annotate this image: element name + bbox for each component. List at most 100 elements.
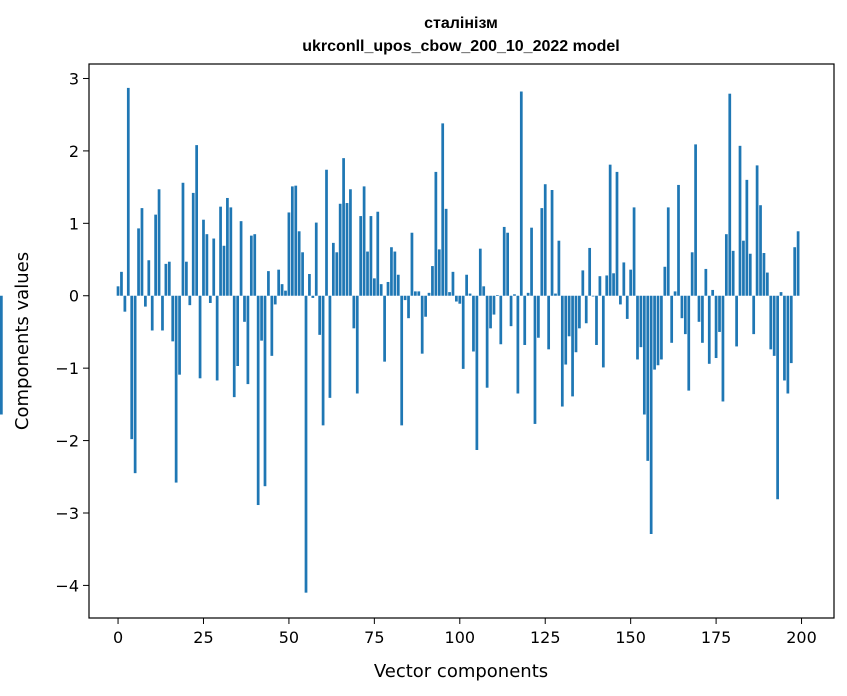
bar-197 — [789, 295, 793, 364]
x-axis-label: Vector components — [374, 661, 548, 682]
bar-121 — [530, 227, 533, 296]
bar-94 — [437, 249, 441, 296]
bar-192 — [772, 295, 776, 356]
bar-60 — [321, 295, 325, 426]
bar-26 — [205, 234, 209, 296]
bar-45 — [270, 295, 274, 356]
bar-63 — [331, 242, 335, 296]
bar-67 — [345, 203, 349, 296]
bar-73 — [366, 251, 369, 296]
x-tick-label: 100 — [445, 628, 476, 647]
bar-118 — [519, 91, 523, 296]
bar-179 — [728, 93, 732, 296]
bar-11 — [154, 214, 157, 296]
bar-114 — [506, 232, 509, 296]
bar-74 — [369, 216, 373, 296]
bar-186 — [752, 295, 756, 335]
bar-30 — [219, 206, 222, 296]
bar-138 — [588, 247, 592, 296]
bar-196 — [786, 295, 790, 394]
bar-111 — [496, 295, 499, 296]
x-axis: 0 25 50 75 100 125 150 175 200 — [113, 618, 817, 647]
bar-131 — [564, 295, 568, 365]
bar-87 — [414, 291, 417, 296]
bar-147 — [619, 295, 622, 305]
bar-181 — [735, 295, 738, 347]
y-axis: −4 −3 −2 −1 0 1 2 3 — [55, 69, 89, 595]
chart-title: сталінізм — [424, 15, 498, 32]
bar-71 — [359, 216, 363, 296]
bar-149 — [625, 295, 629, 319]
bar-55 — [304, 295, 308, 593]
bar-79 — [386, 281, 390, 296]
bar-56 — [308, 274, 311, 296]
bar-139 — [591, 295, 595, 297]
bar-2 — [123, 295, 127, 312]
bar-64 — [335, 252, 339, 296]
bar-130 — [560, 295, 564, 407]
bar-undefined — [0, 295, 3, 415]
bar-5 — [133, 295, 137, 474]
bar-146 — [615, 171, 619, 296]
bar-95 — [441, 123, 445, 296]
bar-9 — [147, 260, 151, 296]
bar-43 — [263, 295, 267, 487]
y-tick-label: 0 — [69, 287, 79, 306]
bar-144 — [608, 164, 612, 296]
bar-36 — [239, 221, 243, 296]
bar-198 — [793, 247, 797, 296]
bar-194 — [779, 292, 783, 296]
bar-159 — [660, 295, 663, 360]
bar-116 — [513, 294, 516, 296]
bar-96 — [444, 208, 448, 296]
bar-193 — [776, 295, 779, 500]
bar-39 — [249, 235, 253, 296]
bar-86 — [410, 232, 414, 296]
bar-51 — [290, 186, 294, 296]
bar-152 — [636, 295, 639, 360]
bar-137 — [584, 295, 588, 324]
bar-104 — [472, 295, 475, 352]
bar-28 — [212, 238, 216, 296]
bar-101 — [461, 295, 465, 369]
bar-3 — [126, 87, 130, 296]
bar-38 — [246, 295, 250, 385]
bar-122 — [533, 295, 537, 424]
bar-27 — [208, 295, 212, 303]
bar-109 — [489, 295, 492, 329]
bar-157 — [653, 295, 656, 370]
bar-119 — [523, 295, 527, 345]
bar-16 — [171, 295, 175, 342]
bar-185 — [748, 253, 752, 296]
bar-106 — [478, 248, 482, 296]
bar-113 — [502, 226, 506, 296]
x-tick-label: 125 — [530, 628, 561, 647]
bar-169 — [694, 144, 697, 296]
bar-14 — [164, 263, 168, 296]
bar-82 — [396, 274, 400, 296]
plot-frame — [88, 63, 835, 619]
bar-124 — [540, 208, 544, 296]
bar-90 — [424, 295, 427, 317]
bar-135 — [578, 295, 581, 329]
bar-22 — [191, 192, 195, 296]
bar-142 — [601, 295, 605, 368]
bar-195 — [783, 295, 786, 381]
bar-25 — [202, 219, 205, 296]
y-tick-label: 3 — [69, 69, 79, 88]
bar-156 — [649, 295, 653, 534]
bar-48 — [280, 284, 284, 296]
bar-37 — [243, 295, 246, 322]
bar-164 — [677, 184, 680, 296]
y-tick-label: −2 — [55, 432, 79, 451]
y-tick-label: −3 — [55, 504, 79, 523]
bar-80 — [390, 247, 393, 296]
x-tick-label: 25 — [193, 628, 213, 647]
bar-12 — [157, 189, 161, 296]
bar-173 — [707, 295, 711, 364]
bar-92 — [431, 266, 434, 296]
bar-98 — [451, 271, 455, 296]
bar-4 — [130, 295, 134, 440]
bar-58 — [314, 222, 318, 296]
